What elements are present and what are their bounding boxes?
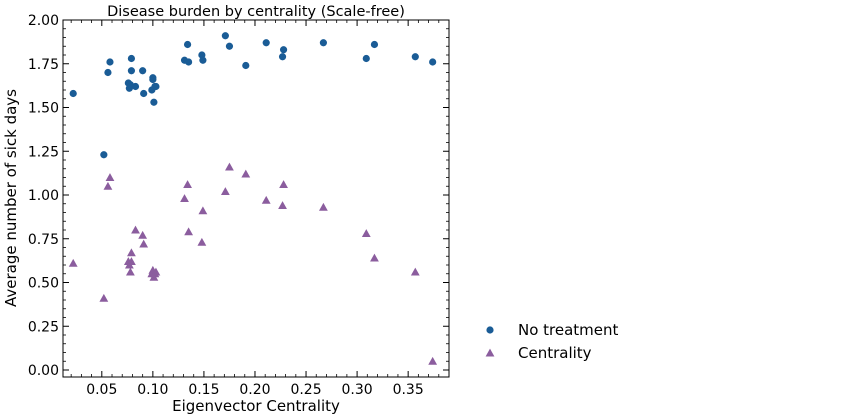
y-axis-label: Average number of sick days (2, 89, 20, 307)
y-tick-label: 0.25 (28, 319, 59, 335)
no-treatment-point (319, 39, 327, 47)
centrality-point (180, 194, 189, 203)
no-treatment-point (225, 42, 234, 50)
no-treatment-point (279, 46, 288, 54)
y-tick-label: 1.00 (28, 188, 59, 204)
x-tick-label: 0.25 (290, 382, 321, 398)
centrality-point (151, 267, 161, 276)
x-axis-label: Eigenvector Centrality (172, 397, 340, 415)
x-tick-label: 0.20 (239, 382, 270, 398)
no-treatment-point (183, 40, 192, 49)
centrality-point (410, 267, 420, 276)
no-treatment-point (221, 32, 229, 40)
centrality-point (220, 187, 230, 196)
no-treatment-point (131, 82, 140, 91)
centrality-point (197, 237, 207, 246)
no-treatment-point (139, 67, 147, 75)
centrality-point (138, 230, 148, 239)
no-treatment-point (185, 58, 193, 66)
chart-title: Disease burden by centrality (Scale-free… (107, 4, 405, 20)
centrality-point (125, 267, 135, 276)
no-treatment-point (149, 75, 157, 84)
centrality-point (370, 253, 379, 262)
y-tick-label: 1.50 (28, 101, 59, 117)
legend-label: No treatment (518, 321, 619, 339)
x-tick-label: 0.10 (137, 382, 168, 398)
y-tick-label: 0.00 (28, 363, 59, 379)
centrality-point (198, 206, 208, 215)
centrality-point (261, 195, 271, 204)
no-treatment-point (100, 151, 108, 159)
centrality-point (103, 181, 113, 190)
centrality-point (127, 248, 136, 257)
y-tick-label: 1.25 (28, 144, 59, 160)
no-treatment-point (242, 61, 250, 70)
centrality-point (279, 180, 288, 189)
centrality-point (131, 225, 140, 234)
legend-marker (485, 348, 495, 357)
no-treatment-point (106, 58, 114, 66)
no-treatment-point (370, 40, 379, 49)
centrality-point (105, 173, 115, 182)
centrality-point (318, 202, 328, 211)
no-treatment-point (362, 54, 370, 63)
x-tick-label: 0.30 (342, 382, 373, 398)
centrality-point (127, 257, 136, 266)
plot-area (62, 19, 450, 378)
axis-ticks: 0.05 0.10 0.15 0.20 0.25 0.30 0.35 0.00 0.25 0.50… (28, 13, 449, 398)
no-treatment-point (152, 82, 160, 91)
y-tick-label: 1.75 (28, 57, 59, 73)
centrality-point (278, 201, 287, 210)
no-treatment-point (199, 56, 207, 64)
x-tick-label: 0.35 (393, 382, 424, 398)
centrality-point (428, 356, 438, 365)
centrality-point (361, 229, 371, 238)
no-treatment-point (262, 39, 270, 47)
data-marks (68, 32, 438, 365)
centrality-point (183, 180, 192, 189)
no-treatment-point (69, 89, 77, 98)
no-treatment-point (104, 68, 112, 77)
no-treatment-point (127, 67, 136, 75)
centrality-point (184, 227, 194, 236)
y-tick-label: 0.50 (28, 276, 59, 292)
no-treatment-point (278, 53, 287, 61)
legend: No treatment Centrality (485, 321, 619, 362)
no-treatment-point (127, 54, 136, 63)
y-tick-label: 2.00 (28, 13, 59, 29)
x-tick-label: 0.05 (86, 382, 117, 398)
no-treatment-point (150, 98, 158, 106)
centrality-point (99, 293, 109, 302)
no-treatment-point (140, 89, 148, 98)
legend-marker (486, 326, 494, 334)
centrality-point (241, 169, 251, 178)
centrality-point (139, 239, 149, 248)
x-tick-label: 0.15 (188, 382, 219, 398)
legend-label: Centrality (518, 344, 592, 362)
no-treatment-point (411, 53, 419, 61)
centrality-point (225, 162, 234, 171)
centrality-point (68, 258, 78, 267)
y-tick-label: 0.75 (28, 232, 59, 248)
no-treatment-point (429, 58, 437, 66)
